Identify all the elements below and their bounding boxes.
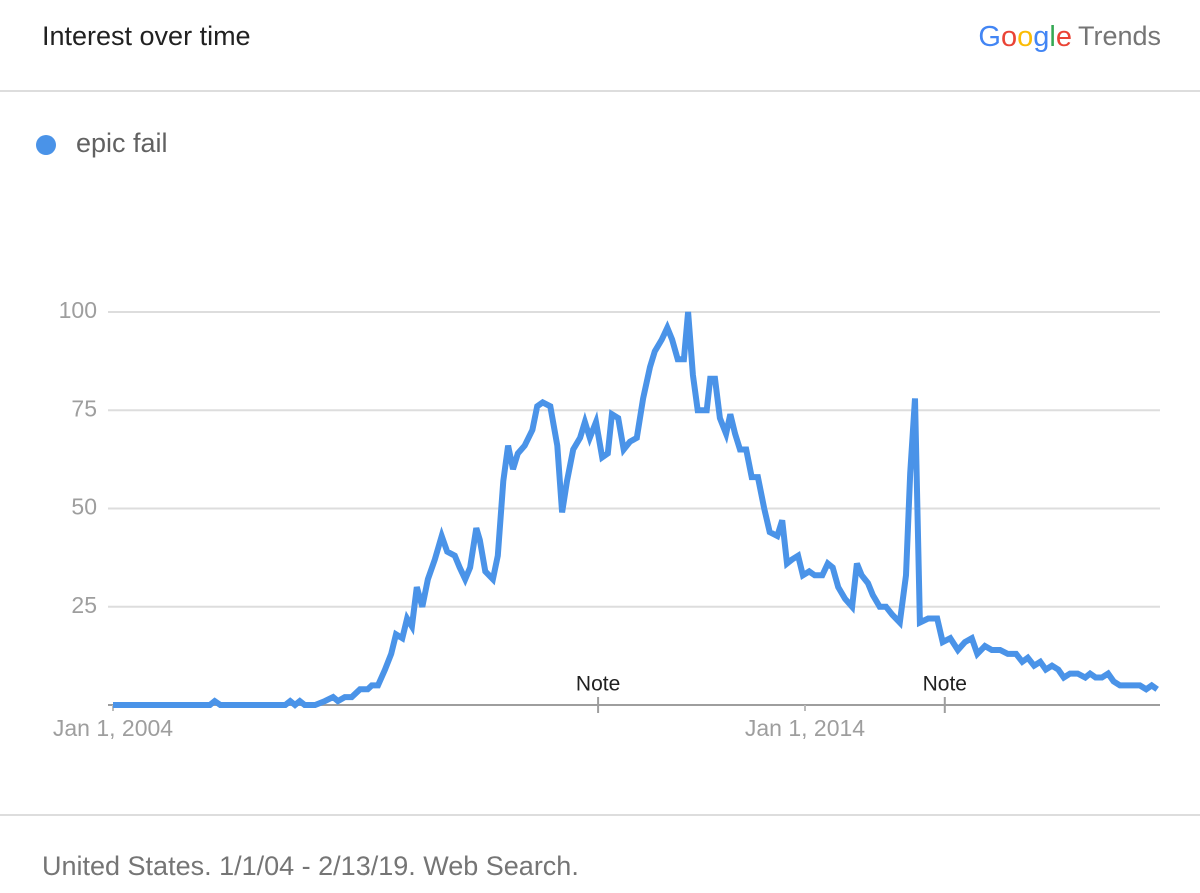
y-tick-label: 100 xyxy=(59,297,97,323)
logo-product: Trends xyxy=(1078,21,1161,51)
y-tick-label: 50 xyxy=(71,494,97,520)
x-tick-label: Jan 1, 2004 xyxy=(53,715,173,741)
x-tick-label: Jan 1, 2014 xyxy=(745,715,865,741)
legend-dot xyxy=(36,135,56,155)
note-label: Note xyxy=(576,673,620,696)
legend-label: epic fail xyxy=(76,128,168,158)
footer-text: United States. 1/1/04 - 2/13/19. Web Sea… xyxy=(42,851,579,881)
y-tick-label: 25 xyxy=(71,592,97,618)
series-line xyxy=(113,311,1159,709)
title: Interest over time xyxy=(42,21,251,51)
logo-brand: Google xyxy=(978,21,1072,53)
y-tick-label: 75 xyxy=(71,395,97,421)
note-label: Note xyxy=(923,673,967,696)
